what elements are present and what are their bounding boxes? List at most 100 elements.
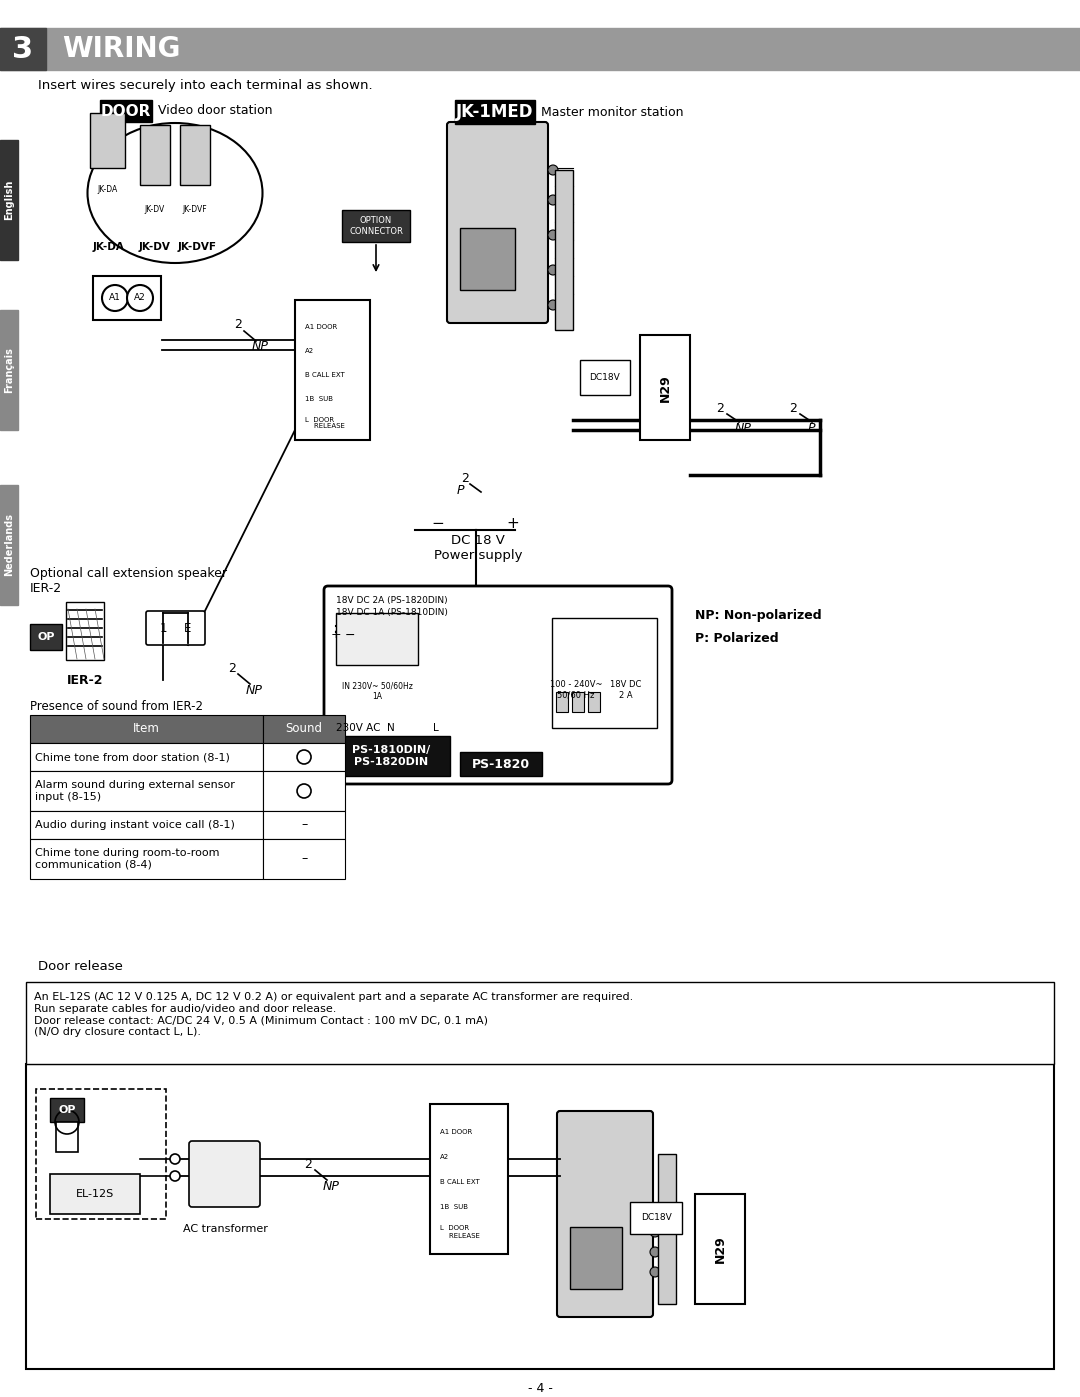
Bar bbox=[56, 1122, 78, 1153]
FancyBboxPatch shape bbox=[189, 1141, 260, 1207]
Text: English: English bbox=[4, 180, 14, 221]
Bar bbox=[342, 210, 410, 242]
Bar bbox=[30, 715, 264, 743]
Text: Presence of sound from IER-2: Presence of sound from IER-2 bbox=[30, 700, 203, 714]
Bar bbox=[0, 310, 18, 430]
Text: 18V DC
2 A: 18V DC 2 A bbox=[610, 680, 642, 700]
Text: Door release: Door release bbox=[38, 960, 123, 972]
Bar bbox=[572, 692, 584, 712]
Text: JK-DVF: JK-DVF bbox=[183, 205, 207, 215]
Text: IN 230V~ 50/60Hz
1A: IN 230V~ 50/60Hz 1A bbox=[341, 682, 413, 701]
Bar bbox=[90, 113, 125, 168]
Text: DC 18 V
Power supply: DC 18 V Power supply bbox=[434, 534, 523, 562]
Circle shape bbox=[650, 1227, 660, 1236]
Bar bbox=[30, 771, 264, 812]
Text: 2: 2 bbox=[305, 1158, 312, 1171]
Bar bbox=[332, 736, 450, 775]
Circle shape bbox=[548, 165, 558, 175]
Text: DC18V: DC18V bbox=[640, 1214, 672, 1222]
Text: Video door station: Video door station bbox=[158, 105, 272, 117]
Circle shape bbox=[102, 285, 129, 312]
Text: An EL-12S (AC 12 V 0.125 A, DC 12 V 0.2 A) or equivalent part and a separate AC : An EL-12S (AC 12 V 0.125 A, DC 12 V 0.2 … bbox=[33, 992, 633, 1037]
Text: 230V AC  N: 230V AC N bbox=[336, 724, 395, 733]
Bar bbox=[30, 840, 264, 879]
Text: L  DOOR
    RELEASE: L DOOR RELEASE bbox=[305, 416, 345, 429]
Bar bbox=[100, 101, 152, 122]
Text: DC18V: DC18V bbox=[590, 373, 620, 383]
Bar bbox=[460, 228, 515, 291]
Text: 1B  SUB: 1B SUB bbox=[440, 1204, 468, 1210]
Text: AC transformer: AC transformer bbox=[183, 1224, 268, 1234]
Circle shape bbox=[127, 285, 153, 312]
FancyBboxPatch shape bbox=[146, 610, 205, 645]
Circle shape bbox=[170, 1154, 180, 1164]
Bar bbox=[26, 1065, 1054, 1369]
Bar bbox=[93, 277, 161, 320]
Text: Optional call extension speaker
IER-2: Optional call extension speaker IER-2 bbox=[30, 567, 227, 595]
Text: 100 - 240V~
50/60 Hz: 100 - 240V~ 50/60 Hz bbox=[550, 680, 603, 700]
Bar bbox=[50, 1173, 140, 1214]
Text: −: − bbox=[432, 515, 444, 531]
Bar bbox=[430, 1104, 508, 1255]
Bar bbox=[30, 743, 264, 771]
Text: OPTION
CONNECTOR: OPTION CONNECTOR bbox=[349, 217, 403, 236]
Text: A2: A2 bbox=[440, 1154, 449, 1160]
Bar bbox=[0, 485, 18, 605]
Bar bbox=[66, 602, 104, 659]
Bar bbox=[658, 1154, 676, 1303]
Bar bbox=[26, 982, 1054, 1065]
Text: NP: NP bbox=[252, 341, 269, 353]
Text: P: P bbox=[808, 422, 815, 434]
Text: Audio during instant voice call (8-1): Audio during instant voice call (8-1) bbox=[35, 820, 234, 830]
Circle shape bbox=[170, 1171, 180, 1180]
Bar bbox=[264, 743, 345, 771]
Text: NP: NP bbox=[246, 683, 262, 697]
Bar bbox=[640, 335, 690, 440]
Text: A1 DOOR: A1 DOOR bbox=[440, 1129, 472, 1134]
Bar bbox=[50, 1098, 84, 1122]
Text: IER-2: IER-2 bbox=[67, 673, 104, 686]
Text: Alarm sound during external sensor
input (8-15): Alarm sound during external sensor input… bbox=[35, 780, 234, 802]
Bar bbox=[36, 1090, 166, 1220]
FancyBboxPatch shape bbox=[324, 585, 672, 784]
Text: −: − bbox=[345, 629, 355, 641]
Text: NP: Non-polarized: NP: Non-polarized bbox=[696, 609, 822, 622]
Text: 18V DC 2A (PS-1820DIN): 18V DC 2A (PS-1820DIN) bbox=[336, 595, 447, 605]
Text: A1 DOOR: A1 DOOR bbox=[305, 324, 337, 330]
Bar bbox=[180, 124, 210, 184]
Bar bbox=[556, 692, 568, 712]
Text: PS-1810DIN/
PS-1820DIN: PS-1810DIN/ PS-1820DIN bbox=[352, 745, 430, 767]
Text: JK-DA: JK-DA bbox=[98, 186, 118, 194]
FancyBboxPatch shape bbox=[447, 122, 548, 323]
Bar bbox=[30, 812, 264, 840]
Circle shape bbox=[650, 1248, 660, 1257]
Text: Item: Item bbox=[133, 722, 160, 735]
Text: Master monitor station: Master monitor station bbox=[541, 106, 684, 119]
Bar bbox=[455, 101, 535, 124]
Bar bbox=[0, 28, 46, 70]
Text: DOOR: DOOR bbox=[100, 103, 151, 119]
Text: JK-DV: JK-DV bbox=[145, 205, 165, 215]
Text: JK-DVF: JK-DVF bbox=[177, 242, 216, 251]
Text: P: Polarized: P: Polarized bbox=[696, 631, 779, 644]
Text: L: L bbox=[433, 724, 438, 733]
Text: B CALL EXT: B CALL EXT bbox=[305, 372, 345, 379]
Text: NP: NP bbox=[323, 1179, 340, 1193]
Text: +: + bbox=[330, 629, 341, 641]
Bar bbox=[552, 617, 657, 728]
Bar bbox=[630, 1201, 681, 1234]
FancyBboxPatch shape bbox=[557, 1111, 653, 1317]
Text: 1: 1 bbox=[159, 622, 166, 634]
Circle shape bbox=[548, 196, 558, 205]
Text: JK-DA: JK-DA bbox=[92, 242, 124, 251]
Text: 18V DC 1A (PS-1810DIN): 18V DC 1A (PS-1810DIN) bbox=[336, 608, 448, 616]
Text: 1B  SUB: 1B SUB bbox=[305, 395, 333, 402]
Text: PS-1820: PS-1820 bbox=[472, 757, 530, 771]
Text: 2: 2 bbox=[789, 401, 797, 415]
Bar bbox=[336, 613, 418, 665]
Bar bbox=[30, 624, 62, 650]
Bar bbox=[570, 1227, 622, 1289]
Text: –: – bbox=[301, 852, 307, 866]
Text: JK-1MED: JK-1MED bbox=[456, 103, 534, 122]
Text: +: + bbox=[507, 515, 519, 531]
